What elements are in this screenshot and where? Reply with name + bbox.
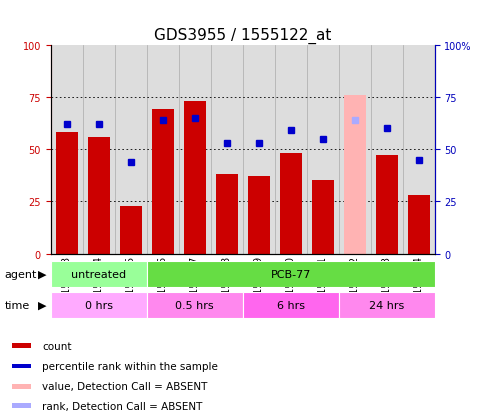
Text: count: count <box>42 341 71 351</box>
Text: 0 hrs: 0 hrs <box>85 300 113 310</box>
Bar <box>12 344 31 349</box>
Bar <box>339 292 435 318</box>
Bar <box>12 403 31 408</box>
Text: time: time <box>5 300 30 310</box>
Bar <box>375 156 398 254</box>
Bar <box>184 102 206 254</box>
Bar <box>12 364 31 368</box>
Bar <box>343 95 366 254</box>
Text: agent: agent <box>5 269 37 279</box>
Text: ▶: ▶ <box>38 269 46 279</box>
Text: ▶: ▶ <box>38 300 46 310</box>
Bar <box>280 154 302 254</box>
Bar <box>51 261 147 287</box>
Bar <box>408 196 430 254</box>
Text: untreated: untreated <box>71 269 126 279</box>
Text: 6 hrs: 6 hrs <box>277 300 305 310</box>
Bar <box>243 292 339 318</box>
Bar <box>215 175 238 254</box>
Bar <box>147 261 435 287</box>
Text: 24 hrs: 24 hrs <box>369 300 404 310</box>
Bar <box>51 292 147 318</box>
Bar <box>247 177 270 254</box>
Bar <box>119 206 142 254</box>
Text: 0.5 hrs: 0.5 hrs <box>175 300 214 310</box>
Bar <box>152 110 174 254</box>
Bar <box>56 133 78 254</box>
Bar <box>312 181 334 254</box>
Title: GDS3955 / 1555122_at: GDS3955 / 1555122_at <box>154 28 331 44</box>
Text: percentile rank within the sample: percentile rank within the sample <box>42 361 218 371</box>
Bar <box>147 292 243 318</box>
Bar <box>12 384 31 389</box>
Text: PCB-77: PCB-77 <box>270 269 311 279</box>
Text: value, Detection Call = ABSENT: value, Detection Call = ABSENT <box>42 381 207 391</box>
Bar <box>87 137 110 254</box>
Text: rank, Detection Call = ABSENT: rank, Detection Call = ABSENT <box>42 401 202 411</box>
